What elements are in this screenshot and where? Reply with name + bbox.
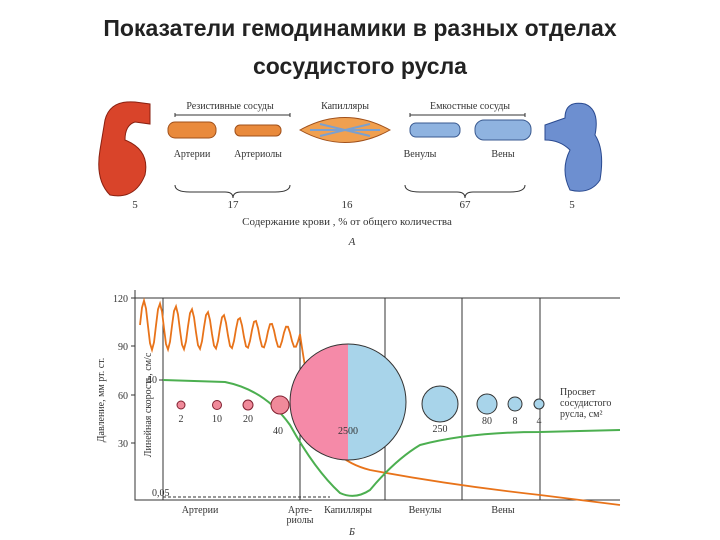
- segment-label: Арте-: [288, 505, 312, 516]
- title-line: Показатели гемодинамики в разных отделах: [103, 15, 616, 41]
- area-value: 20: [243, 414, 253, 425]
- blood-content: 5: [569, 199, 575, 211]
- blood-content: 5: [132, 199, 138, 211]
- vessel-label: Артериолы: [234, 149, 282, 160]
- segment-label: Капилляры: [324, 505, 372, 516]
- group-label: Емкостные сосуды: [430, 101, 510, 112]
- area-value: 250: [433, 424, 448, 435]
- pressure-tick: 60: [118, 391, 128, 402]
- area-value: 80: [482, 416, 492, 427]
- blood-content: 17: [228, 199, 240, 211]
- area-value: 2500: [338, 426, 358, 437]
- pressure-tick: 30: [118, 439, 128, 450]
- part-a-drawing: [98, 101, 603, 199]
- group-label: Резистивные сосуды: [186, 101, 274, 112]
- area-circles: [176, 343, 545, 461]
- part-label: Б: [348, 527, 355, 538]
- area-value: 8: [513, 416, 518, 427]
- area-label: Просвет: [560, 387, 596, 398]
- velocity-tick: 40: [147, 375, 157, 386]
- caption: Содержание крови , % от общего количеств…: [242, 216, 452, 228]
- pressure-tick: 90: [118, 342, 128, 353]
- area-value: 4: [537, 416, 542, 427]
- area-value: 2: [179, 414, 184, 425]
- pressure-axis-label: Давление, мм рт. ст.: [96, 358, 107, 443]
- part-label: А: [348, 236, 356, 248]
- segment-label: Венулы: [409, 505, 442, 516]
- pressure-curve: [139, 297, 621, 506]
- title-line: сосудистого русла: [253, 53, 467, 79]
- area-value: 40: [273, 426, 283, 437]
- area-label: сосудистого: [560, 398, 611, 409]
- segment-label: риолы: [287, 515, 314, 526]
- vessel-label: Венулы: [404, 149, 437, 160]
- velocity-tick: 0,05: [152, 488, 170, 499]
- area-value: 10: [212, 414, 222, 425]
- vessel-label: Артерии: [174, 149, 211, 160]
- area-label: русла, см²: [560, 409, 603, 420]
- segment-label: Вены: [491, 505, 514, 516]
- segment-label: Артерии: [182, 505, 219, 516]
- blood-content: 67: [460, 199, 472, 211]
- group-label: Капилляры: [321, 101, 369, 112]
- vessel-label: Вены: [491, 149, 514, 160]
- velocity-axis-label: Линейная скорость, см/с: [143, 352, 154, 457]
- blood-content: 16: [342, 199, 354, 211]
- pressure-tick: 120: [113, 294, 128, 305]
